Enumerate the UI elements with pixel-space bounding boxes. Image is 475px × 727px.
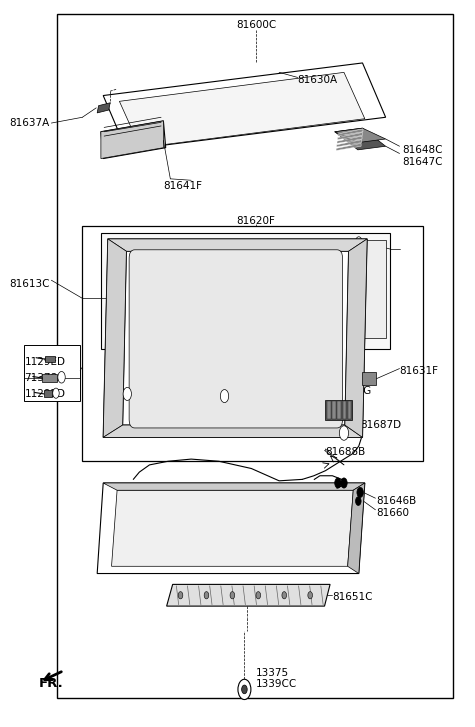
Circle shape	[123, 387, 132, 401]
Bar	[332, 401, 336, 419]
Circle shape	[335, 478, 341, 488]
Text: 81660: 81660	[376, 508, 409, 518]
Text: 1339CC: 1339CC	[256, 678, 297, 688]
Polygon shape	[336, 143, 361, 150]
Polygon shape	[97, 483, 365, 574]
Text: 81613C: 81613C	[10, 279, 50, 289]
Text: 81648C: 81648C	[402, 145, 442, 155]
Text: 81616D: 81616D	[316, 250, 357, 260]
Bar	[82, 226, 423, 461]
Polygon shape	[123, 252, 349, 425]
Circle shape	[238, 679, 251, 699]
Circle shape	[356, 237, 362, 247]
Circle shape	[357, 487, 363, 497]
Polygon shape	[335, 128, 386, 142]
Circle shape	[58, 371, 65, 383]
Polygon shape	[103, 239, 367, 438]
Circle shape	[308, 592, 313, 599]
Text: 81614E: 81614E	[119, 252, 159, 261]
Text: 1129ED: 1129ED	[25, 389, 66, 399]
Polygon shape	[103, 425, 362, 438]
Polygon shape	[337, 136, 362, 143]
Polygon shape	[361, 372, 376, 385]
Polygon shape	[97, 103, 110, 113]
Polygon shape	[337, 140, 361, 147]
Text: 81647C: 81647C	[402, 157, 442, 167]
Bar	[337, 401, 341, 419]
Circle shape	[178, 592, 183, 599]
Polygon shape	[337, 132, 362, 140]
Circle shape	[220, 390, 228, 403]
Circle shape	[230, 592, 235, 599]
Polygon shape	[108, 239, 367, 252]
Polygon shape	[335, 128, 386, 150]
Bar	[342, 401, 346, 419]
Text: 81671G: 81671G	[330, 386, 371, 396]
Polygon shape	[103, 63, 386, 150]
Circle shape	[256, 592, 261, 599]
Bar	[348, 401, 352, 419]
Text: 81687D: 81687D	[360, 420, 401, 430]
Circle shape	[339, 426, 349, 441]
Bar	[25, 345, 80, 401]
Circle shape	[53, 388, 59, 398]
Text: 81688B: 81688B	[325, 447, 366, 457]
Text: 81637A: 81637A	[10, 118, 50, 128]
Polygon shape	[103, 239, 126, 438]
Polygon shape	[103, 483, 365, 490]
Text: 81600C: 81600C	[236, 20, 276, 30]
Circle shape	[204, 592, 209, 599]
Bar	[327, 401, 331, 419]
Text: 71378A: 71378A	[25, 373, 65, 383]
Circle shape	[242, 685, 247, 694]
Text: 13375: 13375	[256, 667, 289, 678]
Polygon shape	[167, 585, 330, 606]
Polygon shape	[42, 374, 57, 382]
Polygon shape	[101, 121, 163, 158]
Polygon shape	[44, 390, 52, 397]
Polygon shape	[348, 483, 365, 574]
Text: 81620F: 81620F	[237, 216, 276, 226]
Bar	[57, 14, 453, 698]
Circle shape	[282, 592, 286, 599]
Text: 81689A: 81689A	[112, 391, 152, 401]
Text: 81630A: 81630A	[298, 75, 338, 84]
FancyBboxPatch shape	[129, 250, 342, 428]
Text: 81646B: 81646B	[376, 496, 417, 506]
Text: 1129ED: 1129ED	[25, 357, 66, 367]
Polygon shape	[325, 400, 352, 420]
Polygon shape	[112, 490, 353, 566]
Polygon shape	[101, 121, 166, 158]
Polygon shape	[45, 356, 55, 362]
Polygon shape	[265, 241, 386, 338]
Text: FR.: FR.	[38, 677, 63, 690]
Polygon shape	[119, 73, 365, 148]
Text: 81641F: 81641F	[163, 181, 202, 191]
Polygon shape	[345, 239, 367, 438]
Text: 81631F: 81631F	[399, 366, 438, 376]
Polygon shape	[338, 129, 363, 136]
Circle shape	[341, 478, 347, 488]
Polygon shape	[101, 233, 390, 349]
Text: 81651C: 81651C	[332, 592, 373, 602]
Circle shape	[356, 497, 361, 505]
Text: 81635F: 81635F	[212, 397, 251, 407]
